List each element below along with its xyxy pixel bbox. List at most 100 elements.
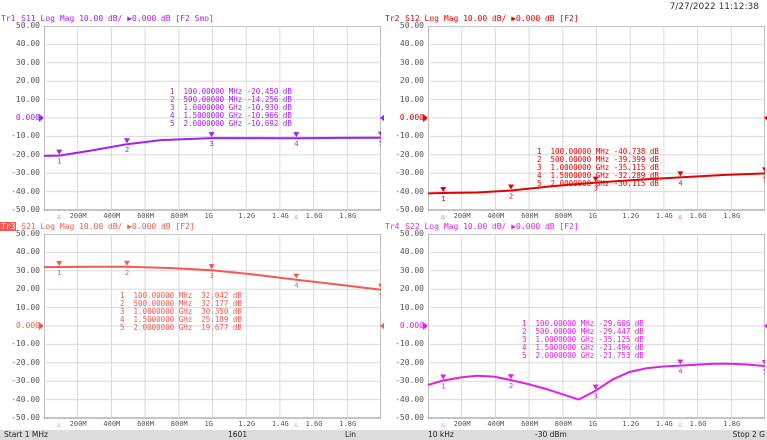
x-tick-label: 200M [70, 420, 87, 428]
y-tick-label: 50.00 [15, 229, 40, 238]
y-tick-label: 20.00 [399, 284, 424, 294]
marker-1-symbol [56, 261, 63, 267]
trace-pane-s12[interactable]: Tr2 S12 Log Mag 10.00 dB/ ▶0.000 dB [F2]… [384, 14, 767, 222]
x-tick-label: 1.2G [238, 212, 255, 220]
trace-graph[interactable]: 1 △ 2 3 4 △ 5 200M 400M 600M 800M 1G 1.2G 1.4G 1.6G 1.8… [44, 26, 381, 220]
trace-line [428, 362, 765, 401]
start-frequency[interactable]: Start 1 MHz [4, 430, 48, 439]
marker-readout-row: 4 1.5000000 GHz -32.289 dB [537, 171, 659, 180]
marker-readout-table: 1 100.00000 MHz -29.606 dB 2 500.00000 MH… [522, 320, 644, 360]
marker-readout-row: 3 1.0000000 GHz -10.930 dB [170, 103, 292, 112]
trace-line [44, 136, 381, 157]
trace-settings[interactable]: S11 Log Mag 10.00 dB/ ▶0.000 dB [F2 Smo] [21, 14, 214, 23]
trace-title[interactable]: Tr3 S21 Log Mag 10.00 dB/ ▶0.000 dB [F2] [0, 222, 195, 232]
x-tick-label: 1.6G [690, 212, 707, 220]
reference-level-label: 0.000 [399, 113, 424, 122]
trace-settings[interactable]: S22 Log Mag 10.00 dB/ ▶0.000 dB [F2] [405, 222, 579, 231]
y-tick-label: -50.00 [11, 205, 40, 214]
x-tick-label: 600M [521, 212, 538, 220]
trace-title[interactable]: Tr4 S22 Log Mag 10.00 dB/ ▶0.000 dB [F2] [384, 222, 579, 232]
x-tick-label: 800M [171, 212, 188, 220]
datetime-label: 7/27/2022 11:12:38 [669, 2, 759, 12]
x-tick-label: 800M [555, 420, 572, 428]
trace-number[interactable]: Tr4 [385, 222, 400, 231]
top-bar: 7/27/2022 11:12:38 [0, 0, 767, 14]
x-tick-label: 1G [589, 420, 597, 428]
stop-frequency[interactable]: Stop 2 G [732, 430, 765, 439]
reference-position-left-icon[interactable] [39, 114, 44, 122]
y-tick-label: -20.00 [395, 357, 424, 367]
if-bandwidth[interactable]: 10 kHz [428, 430, 454, 439]
marker-4-symbol [293, 132, 300, 138]
y-tick-label: 10.00 [399, 302, 424, 312]
marker-4-label: 4 [678, 179, 682, 187]
reference-position-right-icon[interactable] [380, 114, 385, 122]
x-tick-label: 1.8G [723, 420, 740, 428]
trace-graph[interactable]: 1 △ 2 3 4 △ 5 200M 400M 600M 800M 1G 1.2G 1.4G 1.6G 1.8… [44, 234, 381, 428]
marker-5-symbol [378, 283, 381, 289]
y-tick-label: -20.00 [395, 149, 424, 159]
trace-line [44, 265, 381, 291]
marker-2-symbol [507, 184, 514, 190]
reference-position-left-icon[interactable] [423, 322, 428, 330]
reference-position-right-icon[interactable] [764, 322, 767, 330]
marker-readout-row: 5 2.0000000 GHz -10.692 dB [170, 119, 292, 128]
reference-position-right-icon[interactable] [764, 114, 767, 122]
trace-settings[interactable]: S12 Log Mag 10.00 dB/ ▶0.000 dB [F2] [405, 14, 579, 23]
points-count[interactable]: 1601 [228, 430, 248, 439]
marker-4-label: 4 [678, 368, 682, 376]
trace-number[interactable]: Tr1 [1, 14, 16, 23]
marker-5-label: 5 [379, 140, 381, 148]
reference-position-left-icon[interactable] [39, 322, 44, 330]
y-tick-label: 20.00 [15, 284, 40, 294]
marker-4-label: 4 [294, 282, 298, 290]
y-tick-label: 20.00 [399, 76, 424, 86]
marker-readout-row: 4 1.5000000 GHz 25.189 dB [120, 315, 242, 324]
marker-2-symbol [123, 260, 130, 266]
trace-settings[interactable]: S21 Log Mag 10.00 dB/ ▶0.000 dB [F2] [21, 222, 195, 231]
y-tick-label: 50.00 [399, 229, 424, 238]
x-tick-label: 1G [589, 212, 597, 220]
marker-readout-row: 1 100.00000 MHz -29.606 dB [522, 319, 644, 328]
marker-4-stimulus: △ [678, 213, 682, 220]
marker-readout-table: 1 100.00000 MHz -40.738 dB 2 500.00000 MH… [537, 148, 659, 188]
trace-pane-s21[interactable]: Tr3 S21 Log Mag 10.00 dB/ ▶0.000 dB [F2]… [0, 222, 385, 430]
marker-readout-row: 2 500.00000 MHz 32.177 dB [120, 299, 242, 308]
reference-position-right-icon[interactable] [380, 322, 385, 330]
marker-1-symbol [56, 149, 63, 155]
y-tick-label: -30.00 [11, 168, 40, 178]
power-level[interactable]: -30 dBm [535, 430, 567, 439]
trace-pane-s11[interactable]: Tr1 S11 Log Mag 10.00 dB/ ▶0.000 dB [F2 … [0, 14, 385, 222]
marker-4-label: 4 [294, 140, 298, 148]
marker-3-symbol [208, 264, 215, 270]
trace-title[interactable]: Tr1 S11 Log Mag 10.00 dB/ ▶0.000 dB [F2 … [0, 14, 214, 24]
trace-number[interactable]: Tr3 [0, 222, 17, 231]
x-tick-label: 400M [487, 212, 504, 220]
marker-3-label: 3 [210, 272, 214, 280]
y-tick-label: -40.00 [11, 394, 40, 404]
trace-number[interactable]: Tr2 [385, 14, 400, 23]
reference-position-left-icon[interactable] [423, 114, 428, 122]
reference-level-label: 0.000 [15, 321, 40, 330]
y-tick-label: -10.00 [11, 131, 40, 141]
reference-level-label: 0.000 [399, 321, 424, 330]
status-bar: Start 1 MHz 1601 Lin 10 kHz -30 dBm Stop… [0, 430, 767, 440]
marker-readout-table: 1 100.00000 MHz 32.042 dB 2 500.00000 MHz… [120, 292, 242, 332]
marker-5-symbol [378, 131, 381, 137]
trace-pane-s22[interactable]: Tr4 S22 Log Mag 10.00 dB/ ▶0.000 dB [F2]… [384, 222, 767, 430]
trace-title[interactable]: Tr2 S12 Log Mag 10.00 dB/ ▶0.000 dB [F2] [384, 14, 579, 24]
y-tick-label: 10.00 [15, 94, 40, 104]
trace-graph[interactable]: 1 △ 2 3 4 △ 5 200M 400M 600M 800M 1G 1.2G 1.4G 1.6G 1.8… [428, 234, 765, 428]
x-tick-label: 1.8G [723, 212, 740, 220]
y-tick-label: 30.00 [399, 57, 424, 67]
marker-readout-row: 1 100.00000 MHz -40.738 dB [537, 147, 659, 156]
marker-4-stimulus: △ [294, 213, 298, 220]
x-tick-label: 600M [137, 212, 154, 220]
trace-graph[interactable]: 1 △ 2 3 4 △ 5 200M 400M 600M 800M 1G 1.2G 1.4G 1.6G 1.8… [428, 26, 765, 220]
marker-3-symbol [592, 384, 599, 390]
marker-readout-row: 3 1.0000000 GHz 30.350 dB [120, 307, 242, 316]
x-tick-label: 400M [103, 212, 120, 220]
sweep-type[interactable]: Lin [345, 430, 357, 439]
y-tick-label: -30.00 [395, 168, 424, 178]
x-tick-label: 600M [521, 420, 538, 428]
